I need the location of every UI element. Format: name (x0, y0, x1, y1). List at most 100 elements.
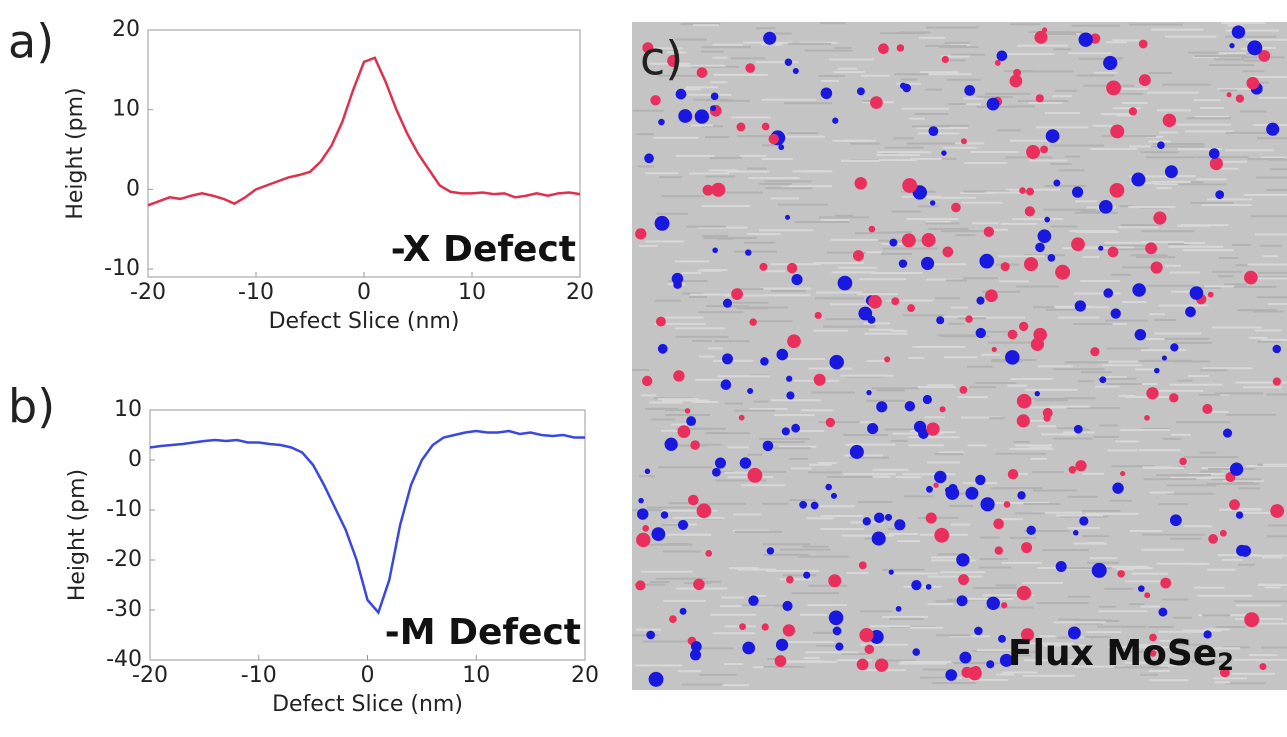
dot (1226, 92, 1232, 98)
texture (927, 196, 976, 199)
dot (1134, 328, 1147, 341)
texture (1102, 364, 1142, 367)
dot (1106, 80, 1122, 96)
x-tick-label: 20 (571, 663, 599, 688)
texture (667, 51, 686, 54)
annotation-subscript: 2 (1217, 648, 1234, 676)
texture (1173, 474, 1211, 477)
texture (1224, 283, 1247, 286)
texture (1050, 225, 1078, 228)
y-axis-label: Height (pm) (65, 469, 90, 601)
texture (1077, 380, 1094, 383)
dot (1037, 229, 1052, 244)
dot (828, 574, 842, 588)
texture (1156, 109, 1192, 112)
texture (812, 329, 849, 332)
texture (693, 647, 734, 650)
texture (748, 177, 800, 180)
texture (1142, 533, 1159, 536)
texture (741, 604, 792, 607)
texture (1243, 59, 1262, 62)
texture (1122, 266, 1164, 269)
texture (1168, 245, 1224, 248)
y-tick-label: -10 (104, 256, 140, 281)
dot (814, 311, 822, 320)
dot (1235, 511, 1244, 519)
texture (1022, 581, 1063, 584)
texture (917, 205, 939, 208)
texture (917, 385, 956, 388)
texture (780, 548, 831, 551)
texture (950, 306, 968, 309)
texture (1037, 566, 1057, 569)
dot (1235, 94, 1245, 103)
texture (1225, 131, 1273, 134)
texture (763, 553, 809, 556)
texture (661, 195, 705, 198)
texture (762, 157, 793, 160)
texture (1007, 384, 1028, 387)
texture (1143, 478, 1197, 481)
dot (959, 386, 968, 394)
texture (790, 467, 812, 470)
texture (1226, 52, 1272, 55)
texture (1058, 169, 1085, 172)
texture (1177, 224, 1211, 227)
texture (974, 316, 1025, 319)
dot (1103, 288, 1114, 298)
texture (721, 596, 744, 599)
texture (737, 288, 764, 291)
texture (771, 135, 825, 138)
texture (877, 239, 926, 242)
texture (1130, 254, 1168, 257)
texture (934, 297, 961, 300)
texture (952, 662, 1004, 665)
texture (1115, 440, 1139, 443)
texture (783, 574, 817, 577)
texture (1256, 137, 1287, 140)
dot (1075, 460, 1087, 472)
texture (641, 570, 693, 573)
texture (1009, 447, 1054, 450)
texture (1019, 650, 1042, 653)
texture (1217, 554, 1259, 557)
texture (689, 172, 730, 175)
texture (850, 142, 880, 145)
dot (1001, 602, 1008, 609)
dot (925, 512, 937, 524)
texture (951, 53, 986, 56)
texture (1053, 48, 1072, 51)
dot (1007, 469, 1019, 480)
texture (1106, 41, 1127, 44)
dot (658, 118, 665, 126)
texture (1096, 248, 1147, 251)
texture (710, 81, 728, 84)
texture (1106, 347, 1149, 350)
texture (732, 301, 769, 304)
texture (931, 681, 977, 684)
texture (1125, 661, 1169, 664)
texture (1097, 360, 1138, 363)
texture (1260, 156, 1286, 159)
dot (871, 531, 886, 546)
texture (681, 271, 702, 274)
texture (937, 553, 960, 556)
dot (1160, 577, 1172, 589)
texture (799, 41, 838, 44)
texture (1240, 110, 1267, 113)
texture (1231, 244, 1251, 247)
dot (956, 595, 968, 607)
texture (635, 133, 654, 136)
texture (723, 294, 768, 297)
dot (1040, 145, 1049, 154)
texture (1225, 413, 1276, 416)
texture (639, 244, 658, 247)
texture (1162, 437, 1182, 440)
texture (700, 50, 724, 53)
dot (999, 653, 1013, 667)
dot (960, 138, 967, 145)
dot (1259, 663, 1267, 671)
texture (1053, 437, 1093, 440)
texture (970, 151, 1019, 154)
